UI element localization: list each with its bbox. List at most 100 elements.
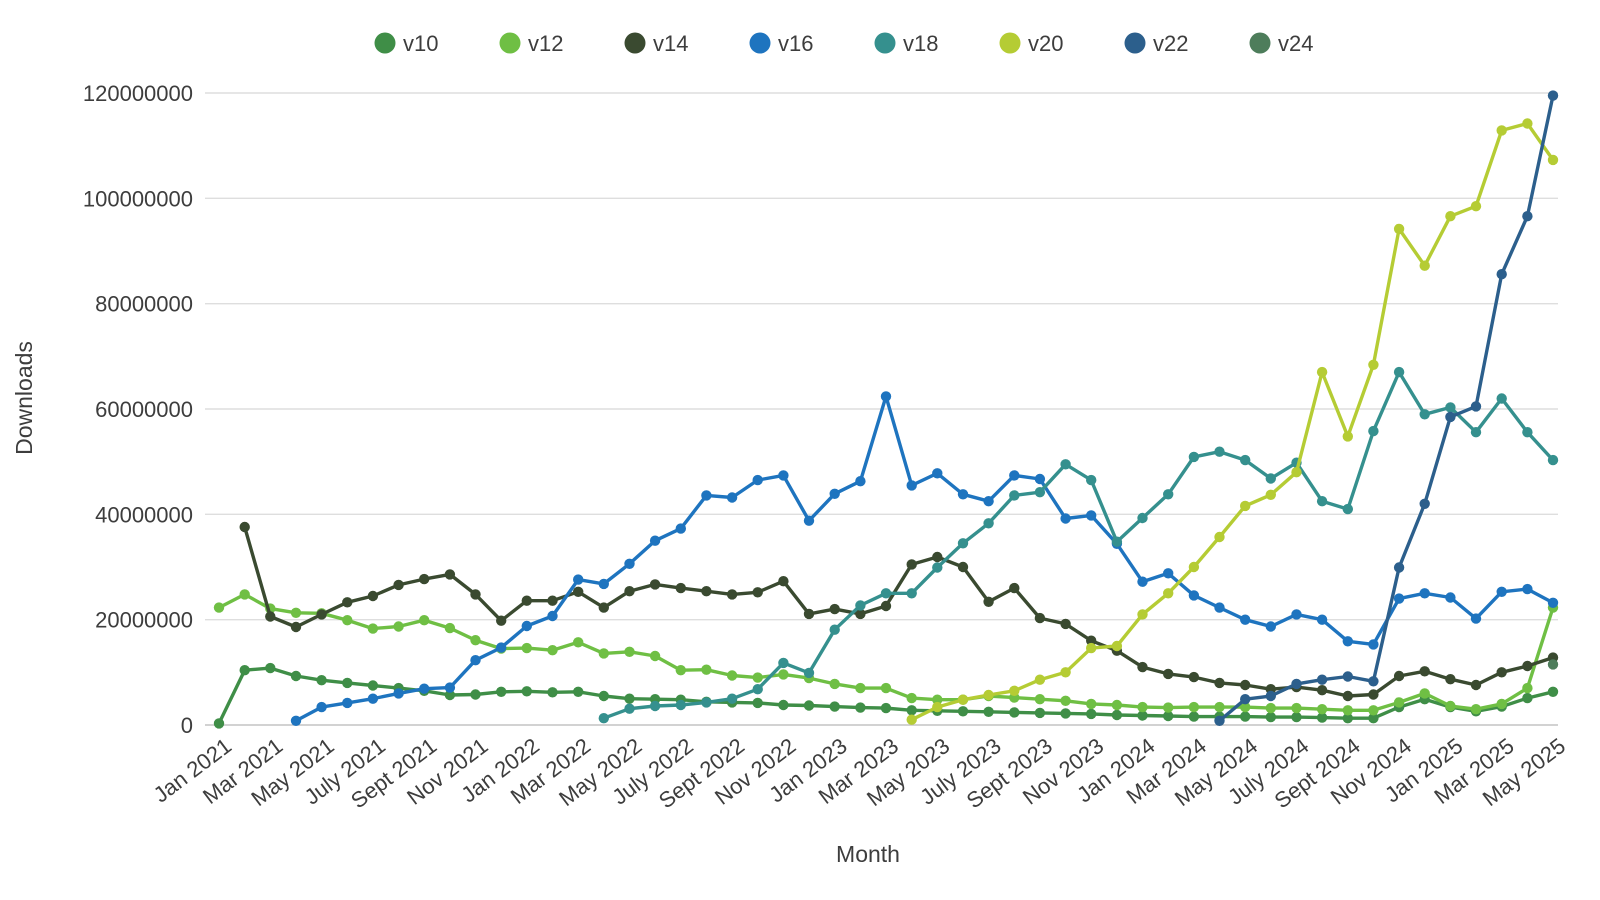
data-point [1009, 685, 1020, 696]
data-point [1240, 694, 1251, 705]
data-point [290, 715, 302, 726]
data-point [1137, 710, 1148, 721]
legend-item-v22[interactable]: v22 [1124, 31, 1189, 56]
legend-item-v12[interactable]: v12 [499, 31, 564, 56]
data-point [1496, 269, 1507, 280]
data-point [803, 608, 815, 620]
data-point [496, 642, 507, 653]
data-point [547, 687, 558, 698]
data-point [932, 562, 943, 573]
data-point [1445, 211, 1456, 222]
data-point [1496, 393, 1507, 404]
gridlines [205, 92, 1558, 726]
data-point [316, 609, 327, 620]
data-point [1188, 590, 1200, 601]
data-point [1060, 708, 1071, 719]
series-v14 [239, 521, 1559, 702]
data-point [1445, 402, 1456, 413]
data-point [906, 692, 917, 704]
data-point [726, 670, 738, 681]
data-point [983, 496, 994, 507]
legend: v10 v12 v14 v16 v18 v20 v22 v24 [374, 31, 1314, 56]
data-point [1342, 636, 1354, 647]
data-point [290, 621, 302, 633]
data-point [1265, 702, 1277, 714]
legend-item-v20[interactable]: v20 [999, 31, 1064, 56]
data-point [778, 657, 789, 669]
data-point [547, 610, 558, 622]
data-point [1137, 576, 1148, 587]
data-point [573, 686, 584, 697]
data-point [444, 622, 456, 634]
y-tick-label: 60000000 [95, 397, 193, 422]
data-point [1188, 701, 1200, 713]
data-point [752, 474, 763, 486]
legend-label: v18 [903, 31, 938, 56]
data-point [1034, 674, 1046, 685]
data-point [932, 551, 943, 563]
legend-item-v24[interactable]: v24 [1249, 31, 1314, 56]
data-point [1009, 707, 1020, 718]
data-point [855, 682, 866, 694]
data-point [1265, 473, 1277, 484]
data-point [1214, 701, 1225, 713]
data-point [1086, 510, 1097, 521]
legend-item-v14[interactable]: v14 [624, 31, 689, 56]
legend-item-v16[interactable]: v16 [749, 31, 814, 56]
data-point [265, 611, 276, 622]
data-point [1188, 561, 1200, 573]
data-point [316, 701, 327, 713]
legend-swatch-v18-icon [874, 32, 896, 54]
data-point [1342, 503, 1354, 515]
data-point [1496, 698, 1507, 710]
data-point [1547, 686, 1559, 697]
data-point [624, 558, 635, 569]
legend-swatch-v10-icon [374, 32, 396, 54]
data-point [1240, 500, 1251, 512]
data-point [983, 596, 994, 607]
data-point [419, 683, 430, 694]
y-axis-tick-labels: 0 20000000 40000000 60000000 80000000 1000000… [83, 81, 193, 738]
data-point [829, 603, 840, 615]
legend-swatch-v24-icon [1249, 32, 1271, 54]
data-point [1214, 531, 1225, 543]
data-point [1034, 487, 1046, 498]
data-point [1368, 425, 1379, 437]
legend-label: v14 [653, 31, 688, 56]
data-point [342, 615, 353, 626]
data-point [1393, 670, 1405, 682]
data-point [829, 488, 840, 499]
data-point [1188, 711, 1200, 722]
data-point [906, 480, 917, 491]
data-point [1086, 474, 1097, 486]
data-point [803, 667, 815, 679]
y-tick-label: 120000000 [83, 81, 193, 106]
data-point [1445, 700, 1456, 712]
data-point [1368, 705, 1379, 716]
data-point [1060, 695, 1071, 706]
data-point [1393, 593, 1405, 604]
data-point [342, 597, 353, 608]
data-point [573, 637, 584, 648]
data-point [1316, 674, 1328, 685]
y-axis-title: Downloads [11, 341, 37, 455]
data-point [1368, 689, 1379, 700]
data-point [239, 521, 250, 533]
data-point [598, 602, 609, 613]
data-point [1445, 674, 1456, 685]
series-v18 [598, 366, 1559, 724]
y-tick-label: 20000000 [95, 608, 193, 633]
data-point [239, 665, 250, 676]
data-point [624, 586, 635, 597]
data-point [932, 701, 943, 713]
data-point [1470, 613, 1482, 624]
legend-label: v10 [403, 31, 438, 56]
legend-label: v16 [778, 31, 813, 56]
legend-item-v10[interactable]: v10 [374, 31, 439, 56]
data-point [1316, 366, 1328, 378]
data-point [342, 677, 353, 689]
legend-item-v18[interactable]: v18 [874, 31, 939, 56]
data-point [367, 623, 379, 634]
